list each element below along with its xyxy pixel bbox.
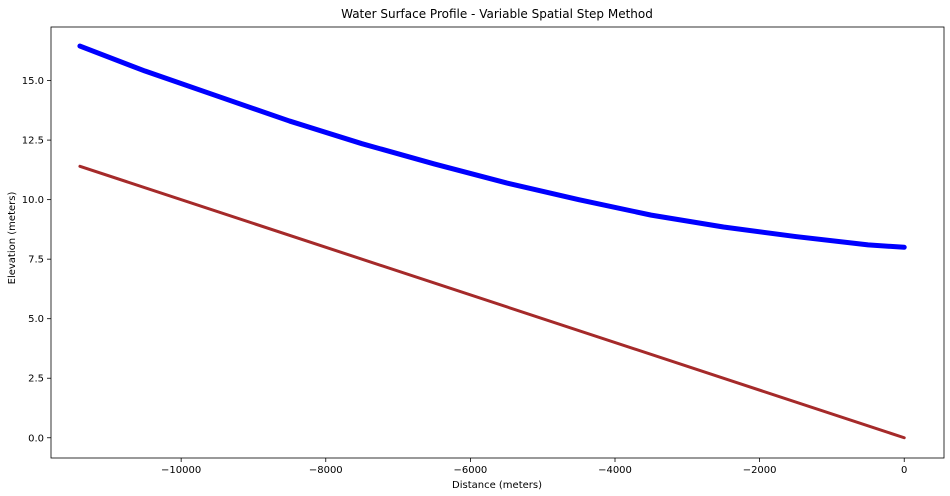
x-tick-label: −6000 <box>453 465 487 476</box>
x-axis: −10000 −8000 −6000 −4000 −2000 0 <box>161 458 907 476</box>
series-line-2 <box>78 164 906 440</box>
x-tick-label: −8000 <box>309 465 343 476</box>
series-layer <box>77 43 907 440</box>
x-axis-label: Distance (meters) <box>452 480 542 491</box>
y-tick-label: 2.5 <box>28 374 44 385</box>
y-axis: 0.0 2.5 5.0 7.5 10.0 12.5 15.0 <box>22 76 51 444</box>
plot-frame <box>50 26 945 459</box>
x-tick-label: −10000 <box>161 465 201 476</box>
y-tick-label: 12.5 <box>22 136 44 147</box>
chart-title: Water Surface Profile - Variable Spatial… <box>341 7 653 21</box>
y-tick-label: 7.5 <box>28 255 44 266</box>
series-line-1 <box>77 43 907 250</box>
x-tick-label: −2000 <box>743 465 777 476</box>
x-tick-label: −4000 <box>598 465 632 476</box>
x-tick-label: 0 <box>901 465 907 476</box>
y-axis-label: Elevation (meters) <box>7 192 18 285</box>
y-tick-label: 10.0 <box>22 195 44 206</box>
y-tick-label: 0.0 <box>28 433 44 444</box>
y-tick-label: 15.0 <box>22 76 44 87</box>
y-tick-label: 5.0 <box>28 314 44 325</box>
